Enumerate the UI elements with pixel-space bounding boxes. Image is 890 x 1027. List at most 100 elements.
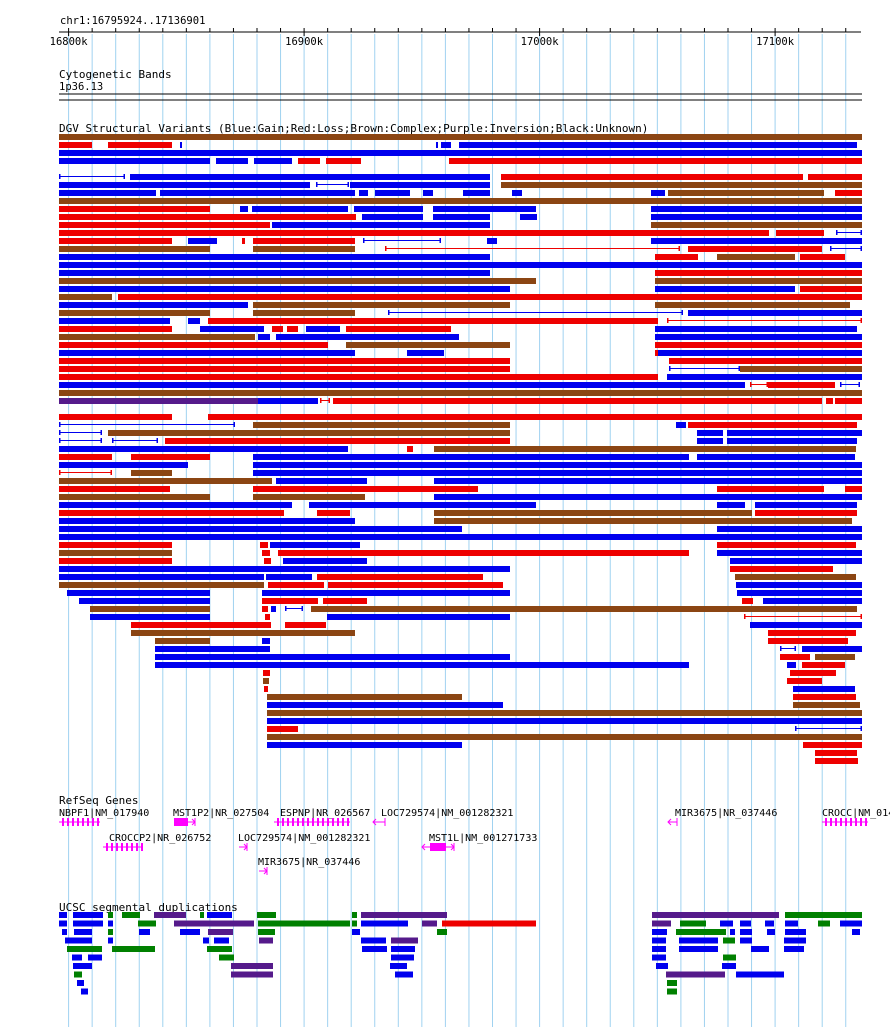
segdup-feature[interactable]: [200, 912, 204, 918]
dgv-variant[interactable]: [717, 550, 862, 556]
dgv-variant[interactable]: [271, 606, 276, 612]
segdup-feature[interactable]: [207, 912, 232, 918]
dgv-variant[interactable]: [780, 654, 810, 660]
segdup-feature[interactable]: [730, 929, 735, 935]
dgv-variant[interactable]: [793, 694, 856, 700]
segdup-feature[interactable]: [77, 980, 84, 986]
dgv-variant[interactable]: [59, 198, 862, 204]
dgv-variant[interactable]: [131, 630, 355, 636]
dgv-variant[interactable]: [835, 190, 862, 196]
segdup-feature[interactable]: [679, 937, 718, 944]
segdup-feature[interactable]: [751, 946, 769, 952]
segdup-feature[interactable]: [422, 920, 437, 927]
dgv-variant[interactable]: [59, 342, 328, 348]
segdup-feature[interactable]: [740, 920, 751, 927]
dgv-variant[interactable]: [90, 606, 210, 612]
dgv-variant[interactable]: [59, 302, 248, 308]
dgv-variant[interactable]: [676, 422, 686, 428]
dgv-variant[interactable]: [263, 670, 270, 676]
dgv-variant[interactable]: [59, 222, 270, 228]
segdup-feature[interactable]: [784, 937, 806, 944]
dgv-variant[interactable]: [697, 454, 855, 460]
dgv-variant[interactable]: [267, 702, 503, 708]
dgv-variant[interactable]: [520, 214, 537, 220]
dgv-variant[interactable]: [750, 622, 862, 628]
dgv-variant[interactable]: [59, 534, 862, 540]
dgv-variant[interactable]: [59, 486, 170, 492]
dgv-variant[interactable]: [155, 654, 510, 660]
dgv-variant[interactable]: [59, 214, 356, 220]
dgv-variant[interactable]: [655, 270, 862, 276]
dgv-variant[interactable]: [407, 446, 413, 452]
dgv-variant[interactable]: [79, 598, 210, 604]
dgv-variant[interactable]: [727, 438, 857, 444]
segdup-feature[interactable]: [207, 946, 232, 952]
dgv-variant[interactable]: [800, 254, 845, 260]
dgv-variant[interactable]: [270, 542, 360, 548]
dgv-variant[interactable]: [59, 270, 490, 276]
dgv-variant[interactable]: [359, 190, 368, 196]
dgv-variant[interactable]: [737, 590, 862, 596]
dgv-variant[interactable]: [434, 478, 862, 484]
dgv-variant[interactable]: [755, 510, 857, 516]
segdup-feature[interactable]: [122, 912, 140, 918]
segdup-features[interactable]: [59, 912, 862, 995]
dgv-variant[interactable]: [651, 190, 665, 196]
refseq-track[interactable]: RefSeq Genes NBPF1|NM_017940 MST1P2|NR_02…: [59, 794, 890, 875]
dgv-variant[interactable]: [835, 398, 862, 404]
dgv-variant[interactable]: [118, 294, 862, 300]
dgv-variant[interactable]: [651, 238, 862, 244]
dgv-variant[interactable]: [800, 286, 862, 292]
gene-label[interactable]: ESPNP|NR_026567: [280, 808, 370, 819]
segdup-feature[interactable]: [214, 937, 229, 944]
segdup-feature[interactable]: [154, 912, 186, 918]
segdup-feature[interactable]: [361, 920, 408, 927]
dgv-variant[interactable]: [436, 142, 438, 148]
dgv-variant[interactable]: [790, 670, 836, 676]
dgv-variant[interactable]: [59, 230, 769, 236]
dgv-variant[interactable]: [655, 342, 862, 348]
segdup-feature[interactable]: [108, 929, 113, 935]
dgv-variant[interactable]: [155, 662, 689, 668]
gene-label[interactable]: MST1L|NM_001271733: [429, 833, 537, 844]
dgv-variant[interactable]: [59, 566, 510, 572]
dgv-variant[interactable]: [311, 606, 857, 612]
segdup-feature[interactable]: [361, 937, 386, 944]
dgv-variant[interactable]: [815, 750, 857, 756]
dgv-variant[interactable]: [59, 350, 355, 356]
dgv-variant[interactable]: [131, 470, 172, 476]
dgv-variant[interactable]: [717, 502, 745, 508]
segdup-feature[interactable]: [767, 929, 775, 935]
dgv-variant[interactable]: [501, 174, 803, 180]
dgv-variant[interactable]: [434, 494, 862, 500]
segdup-feature[interactable]: [72, 954, 82, 961]
dgv-variant[interactable]: [306, 326, 340, 332]
gene-label[interactable]: MIR3675|NR_037446: [258, 857, 360, 868]
dgv-variant[interactable]: [346, 326, 451, 332]
dgv-variant[interactable]: [688, 310, 862, 316]
dgv-variant[interactable]: [59, 398, 258, 404]
dgv-variant[interactable]: [441, 142, 451, 148]
dgv-variant[interactable]: [669, 358, 862, 364]
dgv-variant[interactable]: [845, 486, 862, 492]
segdup-feature[interactable]: [720, 920, 733, 927]
dgv-variant[interactable]: [188, 318, 200, 324]
dgv-variant[interactable]: [59, 206, 210, 212]
dgv-variant[interactable]: [298, 158, 320, 164]
dgv-variant[interactable]: [740, 366, 862, 372]
segdup-feature[interactable]: [736, 971, 784, 978]
dgv-variant[interactable]: [160, 190, 355, 196]
dgv-variant[interactable]: [59, 558, 172, 564]
segdup-feature[interactable]: [391, 954, 414, 961]
dgv-variant[interactable]: [267, 694, 462, 700]
dgv-variant[interactable]: [264, 558, 271, 564]
segdup-feature[interactable]: [73, 920, 103, 927]
dgv-variant[interactable]: [717, 486, 824, 492]
dgv-variant[interactable]: [501, 182, 862, 188]
dgv-variant[interactable]: [59, 334, 255, 340]
segdup-feature[interactable]: [391, 937, 418, 944]
dgv-variant[interactable]: [252, 206, 348, 212]
dgv-variant[interactable]: [59, 494, 210, 500]
dgv-variant[interactable]: [59, 142, 92, 148]
segdup-feature[interactable]: [676, 929, 726, 935]
